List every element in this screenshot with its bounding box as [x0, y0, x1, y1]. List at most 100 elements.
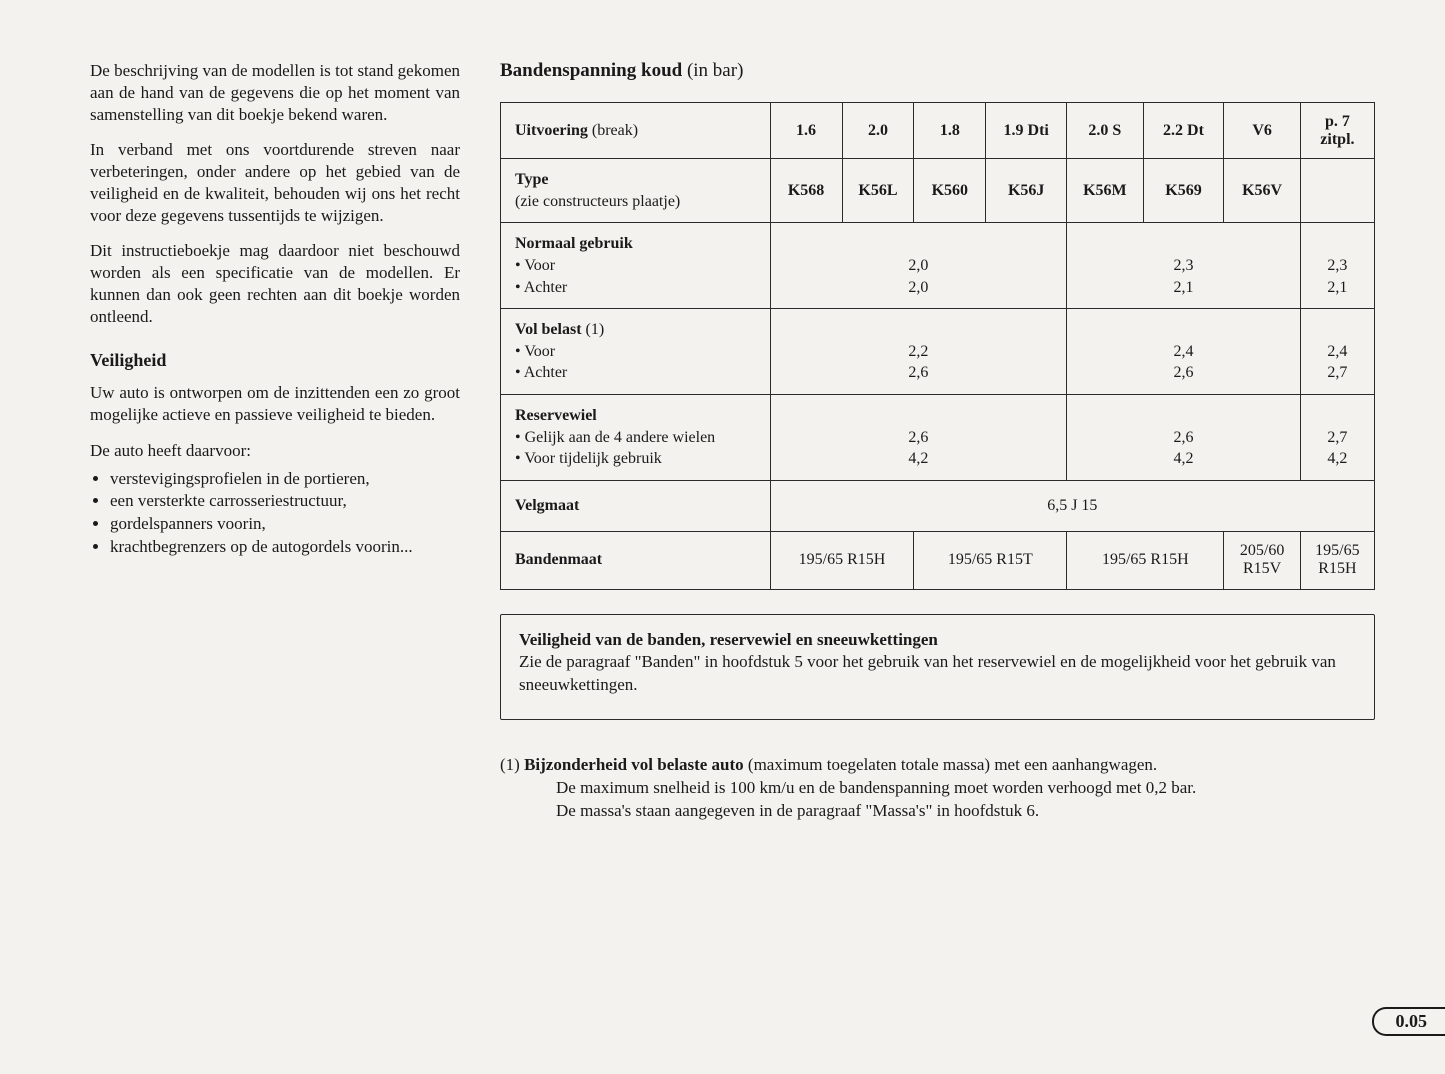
list-item: een versterkte carrosseriestructuur, — [110, 490, 460, 512]
label-rest: (zie constructeurs plaatje) — [515, 193, 680, 210]
label-bold: Bandenmaat — [515, 551, 602, 568]
value-group: 2,4 2,6 — [1067, 309, 1301, 395]
val: 2,0 — [908, 257, 928, 274]
row-header-velgmaat: Velgmaat — [501, 480, 771, 531]
subline: • Voor — [515, 257, 555, 274]
safety-para-1: Uw auto is ontworpen om de inzittenden e… — [90, 382, 460, 426]
table-row: Reservewiel • Gelijk aan de 4 andere wie… — [501, 394, 1375, 480]
footnote-rest1: (maximum toegelaten totale massa) met ee… — [744, 755, 1158, 774]
type-cell: K56V — [1224, 159, 1300, 223]
list-item: gordelspanners voorin, — [110, 513, 460, 535]
col-last-bot: zitpl. — [1320, 131, 1354, 148]
label-bold: Normaal gebruik — [515, 235, 633, 252]
row-header-type: Type (zie constructeurs plaatje) — [501, 159, 771, 223]
tire-pressure-table: Uitvoering (break) 1.6 2.0 1.8 1.9 Dti 2… — [500, 102, 1375, 590]
bandenmaat-cell: 195/65 R15H — [770, 531, 914, 589]
page-number: 0.05 — [1396, 1011, 1428, 1031]
subline: • Gelijk aan de 4 andere wielen — [515, 429, 715, 446]
row-header-uitvoering: Uitvoering (break) — [501, 103, 771, 159]
table-title-bold: Bandenspanning koud — [500, 60, 682, 81]
table-row: Vol belast (1) • Voor • Achter 2,2 2,6 2… — [501, 309, 1375, 395]
type-cell: K560 — [914, 159, 986, 223]
table-title: Bandenspanning koud (in bar) — [500, 60, 1375, 82]
val: 2,1 — [1173, 279, 1193, 296]
value-group: 2,6 4,2 — [1067, 394, 1301, 480]
table-title-rest: (in bar) — [682, 60, 743, 81]
val: 2,6 — [1173, 364, 1193, 381]
safety-heading: Veiligheid — [90, 349, 460, 372]
bandenmaat-cell: 205/60 R15V — [1224, 531, 1300, 589]
val: 4,2 — [1327, 450, 1347, 467]
type-cell: K56M — [1067, 159, 1143, 223]
val: 2,1 — [1327, 279, 1347, 296]
list-item: verstevigingsprofielen in de portieren, — [110, 468, 460, 490]
val: 2,6 — [1173, 429, 1193, 446]
bandenmaat-cell: 195/65 R15H — [1300, 531, 1374, 589]
subline: • Voor — [515, 343, 555, 360]
page-number-tab: 0.05 — [1372, 1007, 1445, 1036]
val: 2,0 — [908, 279, 928, 296]
intro-para-3: Dit instructieboekje mag daardoor niet b… — [90, 240, 460, 327]
col-header: 1.9 Dti — [986, 103, 1067, 159]
value-group: 2,6 4,2 — [770, 394, 1067, 480]
type-cell: K56L — [842, 159, 914, 223]
value-group: 2,7 4,2 — [1300, 394, 1374, 480]
velgmaat-value: 6,5 J 15 — [770, 480, 1374, 531]
label-bold: Reservewiel — [515, 407, 597, 424]
subline: • Achter — [515, 279, 567, 296]
list-item: krachtbegrenzers op de autogordels voori… — [110, 536, 460, 558]
table-row: Bandenmaat 195/65 R15H 195/65 R15T 195/6… — [501, 531, 1375, 589]
label-bold: Vol belast — [515, 321, 582, 338]
table-row: Normaal gebruik • Voor • Achter 2,0 2,0 … — [501, 223, 1375, 309]
intro-para-2: In verband met ons voortdurende streven … — [90, 139, 460, 226]
safety-bullet-list: verstevigingsprofielen in de portieren, … — [90, 468, 460, 558]
footnote-line3: De massa's staan aangegeven in de paragr… — [528, 800, 1375, 823]
val: 4,2 — [908, 450, 928, 467]
val: 2,3 — [1173, 257, 1193, 274]
note-title: Veiligheid van de banden, reservewiel en… — [519, 630, 938, 649]
label-bold: Type — [515, 171, 548, 188]
value-group: 2,3 2,1 — [1067, 223, 1301, 309]
row-header-reservewiel: Reservewiel • Gelijk aan de 4 andere wie… — [501, 394, 771, 480]
val: 2,2 — [908, 343, 928, 360]
col-header: 2.0 — [842, 103, 914, 159]
col-header: 2.2 Dt — [1143, 103, 1224, 159]
row-header-bandenmaat: Bandenmaat — [501, 531, 771, 589]
val: 2,3 — [1327, 257, 1347, 274]
val: 2,6 — [908, 364, 928, 381]
col-header: 2.0 S — [1067, 103, 1143, 159]
col-header-last: p. 7 zitpl. — [1300, 103, 1374, 159]
footnote-bold: Bijzonderheid vol belaste auto — [524, 755, 744, 774]
col-header: V6 — [1224, 103, 1300, 159]
value-group: 2,4 2,7 — [1300, 309, 1374, 395]
intro-para-1: De beschrijving van de modellen is tot s… — [90, 60, 460, 125]
value-group: 2,0 2,0 — [770, 223, 1067, 309]
row-header-volbelast: Vol belast (1) • Voor • Achter — [501, 309, 771, 395]
footnote-line2: De maximum snelheid is 100 km/u en de ba… — [528, 777, 1375, 800]
value-group: 2,2 2,6 — [770, 309, 1067, 395]
col-header: 1.6 — [770, 103, 842, 159]
col-header: 1.8 — [914, 103, 986, 159]
val: 2,7 — [1327, 364, 1347, 381]
row-header-normaal: Normaal gebruik • Voor • Achter — [501, 223, 771, 309]
val: 4,2 — [1173, 450, 1193, 467]
type-cell: K569 — [1143, 159, 1224, 223]
note-body: Zie de paragraaf "Banden" in hoofdstuk 5… — [519, 652, 1336, 694]
footnote: (1) Bijzonderheid vol belaste auto (maxi… — [500, 754, 1375, 823]
page: De beschrijving van de modellen is tot s… — [0, 0, 1445, 1074]
safety-note-box: Veiligheid van de banden, reservewiel en… — [500, 614, 1375, 721]
val: 2,4 — [1173, 343, 1193, 360]
table-row: Type (zie constructeurs plaatje) K568 K5… — [501, 159, 1375, 223]
label-bold: Uitvoering — [515, 122, 588, 139]
left-column: De beschrijving van de modellen is tot s… — [90, 60, 460, 1044]
bandenmaat-cell: 195/65 R15H — [1067, 531, 1224, 589]
val: 2,6 — [908, 429, 928, 446]
subline: • Voor tijdelijk gebruik — [515, 450, 662, 467]
safety-para-2: De auto heeft daarvoor: — [90, 440, 460, 462]
type-cell-last — [1300, 159, 1374, 223]
col-last-top: p. 7 — [1325, 113, 1350, 130]
type-cell: K568 — [770, 159, 842, 223]
value-group: 2,3 2,1 — [1300, 223, 1374, 309]
table-row: Uitvoering (break) 1.6 2.0 1.8 1.9 Dti 2… — [501, 103, 1375, 159]
footnote-marker: (1) — [500, 755, 524, 774]
